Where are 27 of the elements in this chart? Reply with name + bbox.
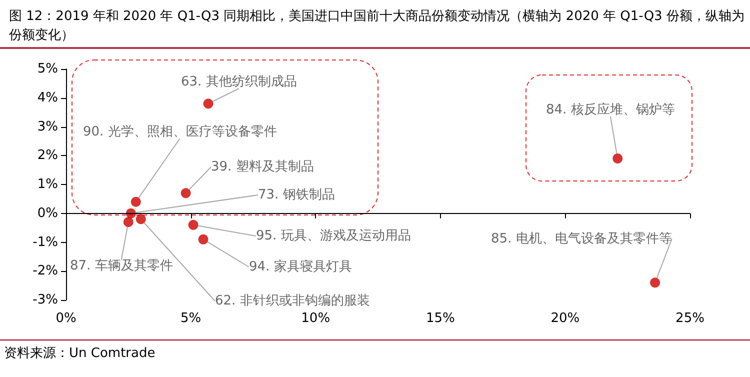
x-tick-label: 20%: [550, 311, 580, 326]
chart-title: 图 12：2019 年和 2020 年 Q1-Q3 同期相比，美国进口中国前十大商品份额变动情况（横轴为 2020 年 Q1-Q3 份额，纵轴为份额变化）: [9, 8, 744, 43]
text: 资料来源：Un Comtrade: [4, 346, 156, 361]
y-tick-label: -2%: [32, 264, 58, 279]
y-tick-label: -1%: [32, 234, 58, 250]
text: 95. 玩具、游戏及运动用品: [256, 228, 411, 244]
x-tick-label: 25%: [676, 311, 704, 326]
x-tick-label: 5%: [180, 311, 202, 326]
text: 94. 家具寝具灯具: [249, 258, 352, 274]
x-tick-label: 0%: [56, 311, 76, 326]
text: 84. 核反应堆、锅炉等: [546, 102, 675, 118]
y-tick-label: 0%: [37, 206, 58, 221]
x-tick-label: 10%: [301, 311, 330, 326]
y-tick-label: 5%: [37, 62, 58, 76]
y-tick-label: 4%: [37, 90, 58, 106]
text: 85. 电机、电气设备及其零件等: [491, 232, 672, 246]
text: 39. 塑料及其制品: [211, 158, 314, 174]
y-tick-label: 3%: [37, 119, 58, 134]
series-label: 63. 其他纺织制成品: [181, 74, 297, 90]
text: 73. 钢铁制品: [258, 188, 335, 202]
y-tick-label: 2%: [37, 148, 58, 164]
text: 90. 光学、照相、医疗等设备零件: [83, 124, 277, 140]
x-tick-label: 15%: [426, 311, 455, 326]
text: 87. 车辆及其零件: [70, 258, 173, 274]
y-tick-label: 1%: [37, 177, 58, 192]
y-tick-label: -3%: [32, 292, 58, 308]
text: 62. 非针织或非钩编的服装: [215, 294, 370, 308]
